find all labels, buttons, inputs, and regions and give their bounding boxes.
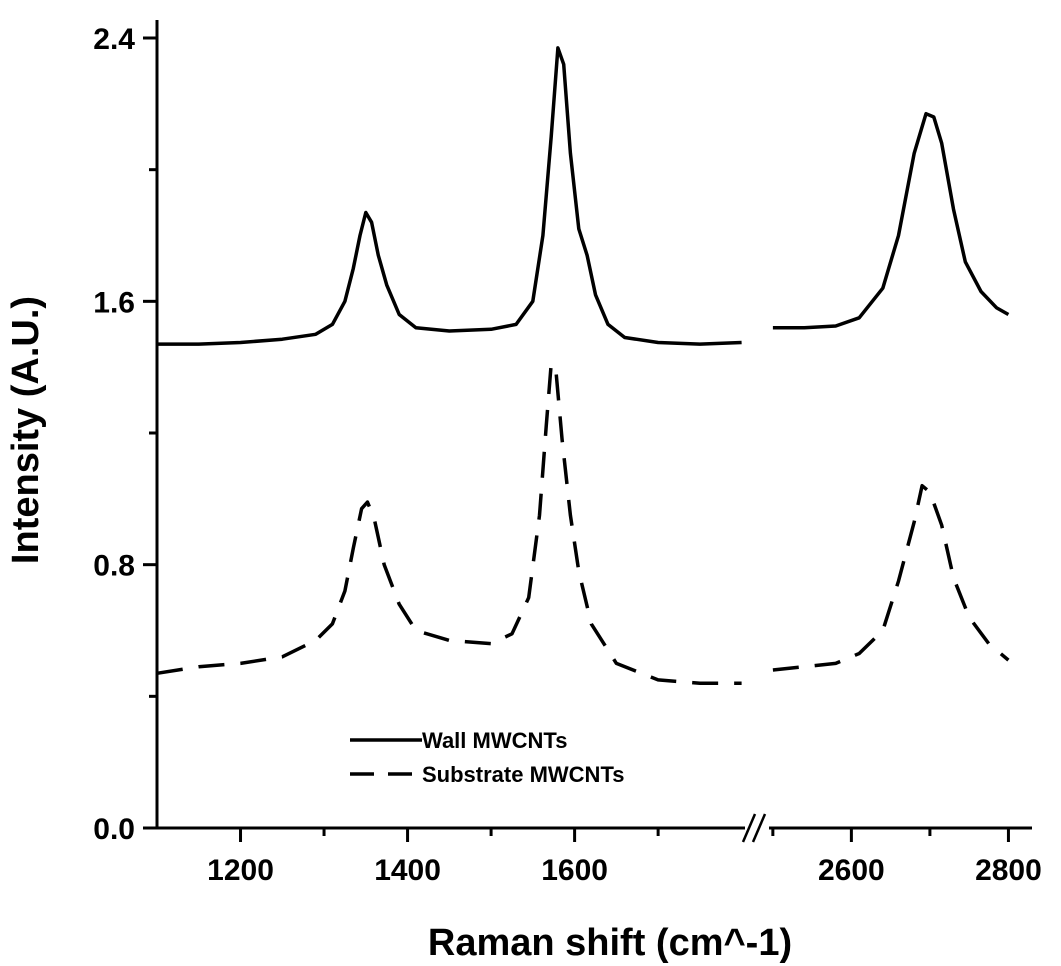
y-tick-label: 2.4 [93, 23, 135, 56]
axes: 0.0 0.8 1.6 2.4 1200 1400 1600 2600 2800 [93, 20, 1042, 887]
plot-area [156, 46, 1010, 685]
legend-label: Substrate MWCNTs [422, 762, 625, 787]
y-tick-label: 0.0 [93, 813, 135, 846]
axis-break-slash [751, 813, 767, 843]
x-tick-label: 1600 [541, 854, 608, 887]
x-tick-label: 2800 [975, 854, 1042, 887]
x-tick-label: 1200 [207, 854, 274, 887]
legend-label: Wall MWCNTs [422, 728, 567, 753]
series-line-wall-mwcnts [157, 46, 1010, 346]
x-tick-label: 1400 [374, 854, 441, 887]
y-axis-title: Intensity (A.U.) [5, 296, 47, 564]
legend: Wall MWCNTs Substrate MWCNTs [350, 728, 625, 787]
series-line-substrate-mwcnts [156, 362, 1010, 685]
y-tick-label: 0.8 [93, 550, 135, 583]
x-axis-title: Raman shift (cm^-1) [428, 922, 792, 964]
x-tick-label: 2600 [818, 854, 885, 887]
axis-break-slash [741, 813, 757, 843]
axis-break-marker [741, 813, 767, 843]
y-tick-label: 1.6 [93, 286, 135, 319]
